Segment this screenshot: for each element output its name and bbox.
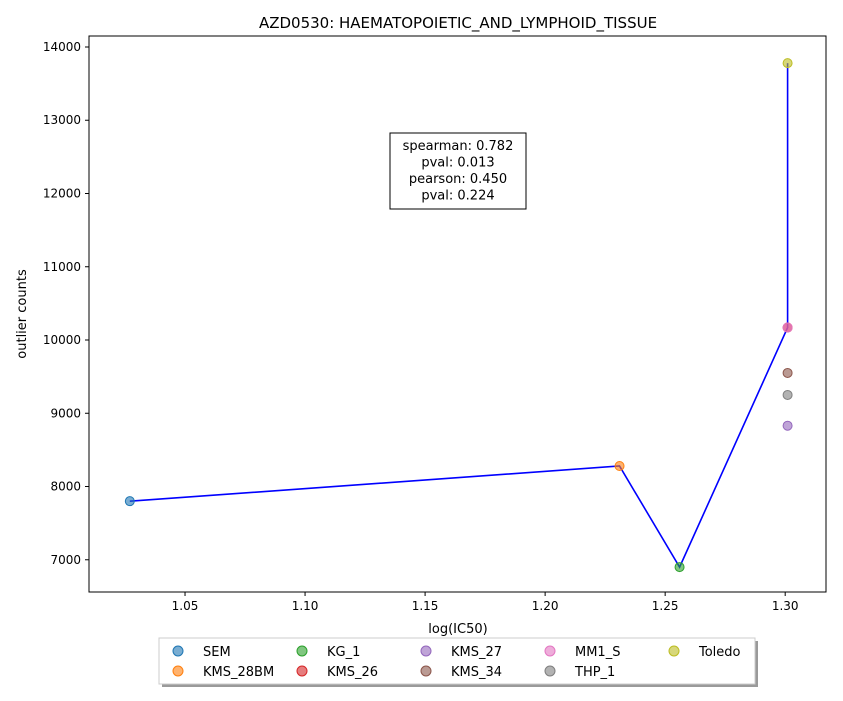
legend-box bbox=[158, 637, 756, 685]
stats-annotation-box bbox=[389, 132, 527, 210]
legend-label: KMS_27 bbox=[451, 645, 502, 660]
legend-marker-kms-28bm bbox=[172, 665, 184, 677]
legend-marker-sem bbox=[172, 645, 184, 657]
data-point-kms-27 bbox=[782, 420, 793, 431]
stats-annotation-line: pval: 0.224 bbox=[421, 189, 494, 204]
data-point-thp-1 bbox=[782, 389, 793, 400]
x-tick-label: 1.15 bbox=[412, 599, 439, 613]
legend-label: MM1_S bbox=[575, 645, 620, 660]
chart-title: AZD0530: HAEMATOPOIETIC_AND_LYMPHOID_TIS… bbox=[259, 14, 657, 33]
y-tick-label: 13000 bbox=[43, 113, 81, 127]
x-tick-label: 1.25 bbox=[652, 599, 679, 613]
legend-label: KMS_26 bbox=[327, 665, 378, 680]
y-tick-label: 9000 bbox=[50, 406, 81, 420]
data-point-toledo bbox=[782, 58, 793, 69]
x-tick-label: 1.05 bbox=[172, 599, 199, 613]
legend-marker-kms-26 bbox=[296, 665, 308, 677]
legend-marker-mm1-s bbox=[544, 645, 556, 657]
legend-marker-thp-1 bbox=[544, 665, 556, 677]
legend-label: THP_1 bbox=[574, 665, 615, 680]
y-axis-label: outlier counts bbox=[15, 269, 30, 359]
y-tick-label: 12000 bbox=[43, 186, 81, 200]
y-tick-label: 7000 bbox=[50, 553, 81, 567]
x-tick-label: 1.10 bbox=[292, 599, 319, 613]
legend-marker-kms-34 bbox=[420, 665, 432, 677]
data-point-mm1-s bbox=[782, 322, 793, 333]
plot-frame bbox=[88, 35, 827, 593]
legend-marker-toledo bbox=[668, 645, 680, 657]
stats-annotation-line: pearson: 0.450 bbox=[409, 172, 507, 187]
x-tick-label: 1.30 bbox=[772, 599, 799, 613]
x-tick-label: 1.20 bbox=[532, 599, 559, 613]
data-point-kms-34 bbox=[782, 367, 793, 378]
legend-label: Toledo bbox=[698, 645, 741, 660]
plot-area: 1.05 1.10 1.15 1.20 1.25 1.30 7000 8000 9000 1000… bbox=[43, 35, 827, 687]
legend-label: KMS_34 bbox=[451, 665, 502, 680]
y-tick-label: 10000 bbox=[43, 333, 81, 347]
y-tick-label: 11000 bbox=[43, 260, 81, 274]
legend-marker-kms-27 bbox=[420, 645, 432, 657]
legend-label: KMS_28BM bbox=[203, 665, 274, 680]
x-axis-label: log(IC50) bbox=[428, 622, 487, 637]
y-tick-label: 14000 bbox=[43, 40, 81, 54]
y-tick-label: 8000 bbox=[50, 480, 81, 494]
legend-label: SEM bbox=[203, 645, 231, 660]
stats-annotation-line: pval: 0.013 bbox=[421, 156, 494, 171]
data-point-sem bbox=[124, 496, 135, 507]
stats-annotation-line: spearman: 0.782 bbox=[403, 139, 514, 154]
data-point-kms-28bm bbox=[614, 461, 625, 472]
legend-label: KG_1 bbox=[327, 645, 360, 660]
legend-marker-kg-1 bbox=[296, 645, 308, 657]
data-point-kg-1 bbox=[674, 562, 685, 573]
